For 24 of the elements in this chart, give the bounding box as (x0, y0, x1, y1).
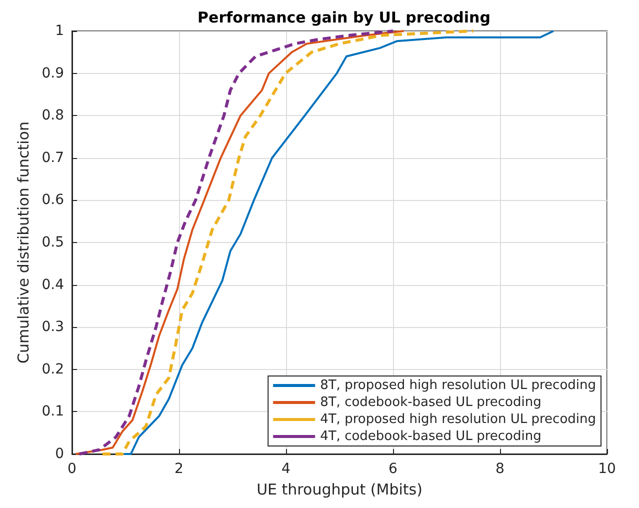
x-axis-title: UE throughput (Mbits) (256, 480, 422, 498)
legend-label: 4T, codebook-based UL precoding (320, 429, 542, 444)
legend-label: 8T, codebook-based UL precoding (320, 395, 542, 410)
y-tick-label: 1 (55, 23, 64, 39)
legend-label: 8T, proposed high resolution UL precoding (320, 378, 596, 393)
y-tick-label: 0.1 (42, 404, 64, 420)
y-tick-label: 0.5 (42, 234, 64, 250)
y-tick-label: 0.3 (42, 319, 64, 336)
x-tick-label: 0 (68, 461, 76, 477)
chart-title: Performance gain by UL precoding (198, 8, 490, 26)
y-tick-label: 0.2 (42, 361, 64, 378)
y-tick-label: 0 (55, 446, 64, 462)
x-tick-label: 2 (174, 461, 184, 477)
x-tick-label: 4 (282, 461, 291, 477)
y-tick-label: 0.7 (42, 150, 64, 166)
y-axis-title: Cumulative distribution function (14, 122, 32, 364)
y-tick-label: 0.9 (42, 65, 64, 82)
y-tick-label: 0.8 (42, 108, 64, 124)
x-tick-label: 6 (388, 461, 398, 477)
legend-label: 4T, proposed high resolution UL precoding (320, 412, 596, 427)
x-tick-label: 10 (598, 461, 616, 477)
y-tick-label: 0.4 (42, 276, 64, 293)
x-tick-label: 8 (496, 461, 504, 477)
y-tick-label: 0.6 (42, 192, 64, 208)
